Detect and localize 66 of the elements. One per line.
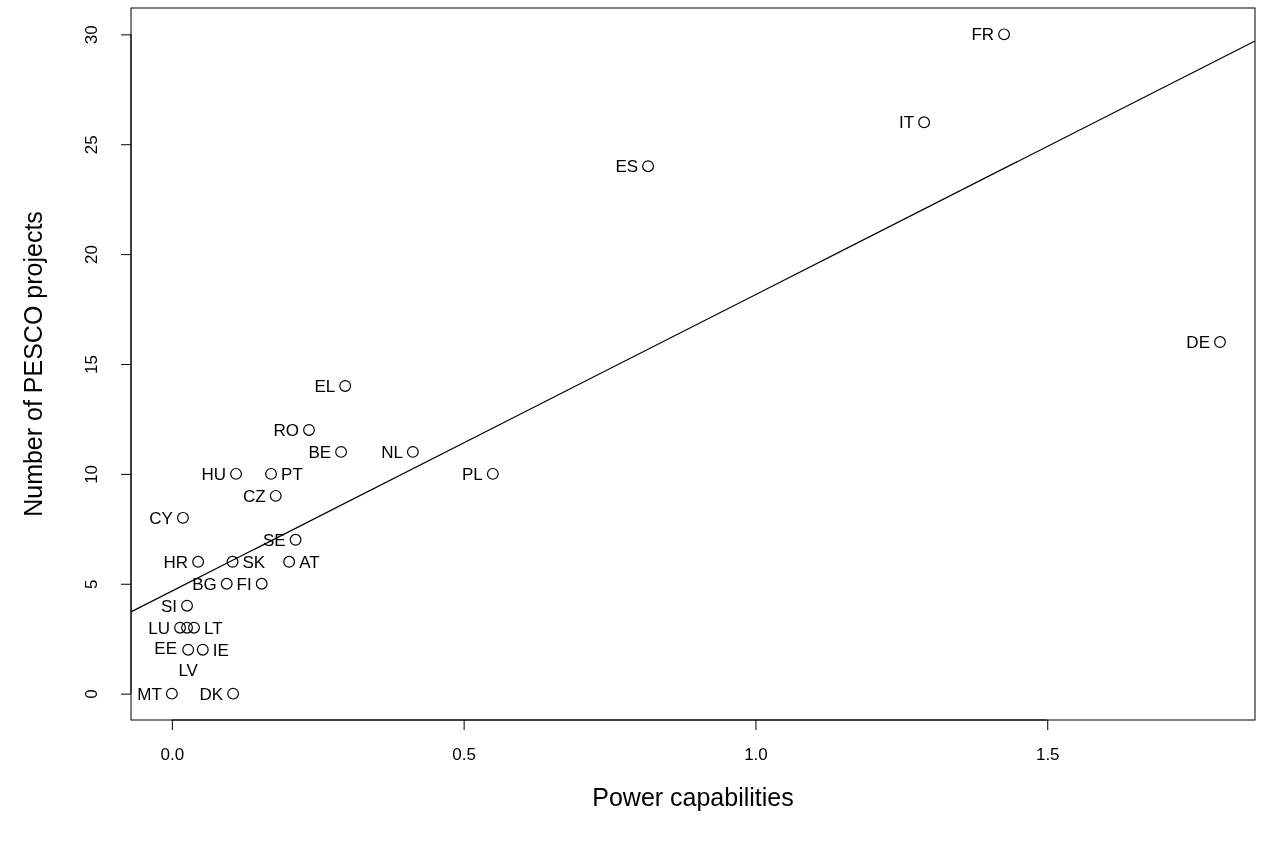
annotation: BE bbox=[308, 442, 332, 462]
y-axis-title: Number of PESCO projects bbox=[19, 211, 47, 517]
annotation: AT bbox=[299, 552, 320, 572]
annotation: EE bbox=[154, 638, 178, 658]
point bbox=[181, 621, 193, 634]
annotation: SK bbox=[242, 552, 266, 572]
point bbox=[406, 445, 419, 458]
y-tick-label: 0 bbox=[81, 689, 101, 699]
annotation: PL bbox=[462, 464, 483, 484]
annotation: FI bbox=[236, 574, 252, 594]
annotation: HU bbox=[201, 464, 227, 484]
point bbox=[182, 643, 195, 656]
point bbox=[335, 445, 348, 458]
point bbox=[230, 467, 242, 480]
y-tick-label: 15 bbox=[81, 355, 101, 374]
point bbox=[192, 555, 205, 568]
point bbox=[255, 577, 268, 590]
annotation: EL bbox=[314, 376, 336, 396]
point bbox=[303, 423, 315, 436]
annotation: LU bbox=[148, 618, 171, 638]
annotation: RO bbox=[273, 420, 299, 440]
point bbox=[642, 160, 655, 173]
point bbox=[998, 28, 1011, 41]
point bbox=[174, 621, 186, 634]
point bbox=[918, 116, 931, 129]
annotation: DE bbox=[1186, 332, 1210, 352]
point bbox=[265, 467, 278, 480]
point bbox=[181, 599, 193, 612]
point bbox=[227, 687, 240, 700]
annotation: NL bbox=[381, 442, 403, 462]
point bbox=[1214, 336, 1226, 348]
x-tick-label: 0.0 bbox=[160, 745, 185, 765]
annotation: SI bbox=[160, 596, 178, 616]
y-tick-label: 25 bbox=[81, 135, 101, 155]
x-tick-label: 1.5 bbox=[1035, 745, 1060, 765]
point bbox=[165, 687, 178, 700]
point bbox=[188, 621, 200, 634]
point bbox=[226, 555, 239, 568]
point bbox=[269, 489, 282, 502]
point bbox=[289, 533, 302, 546]
annotation: IT bbox=[898, 113, 915, 133]
point bbox=[220, 577, 233, 590]
annotation: LV bbox=[178, 660, 199, 680]
annotation: IE bbox=[212, 640, 229, 660]
annotation: HR bbox=[163, 552, 189, 572]
point bbox=[339, 380, 352, 392]
point bbox=[486, 467, 499, 480]
annotation: BG bbox=[192, 574, 217, 594]
point bbox=[196, 643, 209, 656]
annotation: ES bbox=[615, 157, 639, 177]
y-tick-label: 30 bbox=[81, 25, 101, 45]
point bbox=[283, 555, 296, 568]
annotation: CZ bbox=[243, 486, 266, 506]
annotation: MT bbox=[137, 684, 162, 704]
y-tick-label: 10 bbox=[81, 464, 101, 484]
x-tick-label: 0.5 bbox=[452, 745, 476, 765]
y-tick-label: 20 bbox=[81, 245, 101, 265]
annotation: CY bbox=[149, 508, 173, 528]
x-tick-label: 1.0 bbox=[744, 745, 768, 765]
point bbox=[176, 511, 189, 524]
y-tick-label: 5 bbox=[81, 579, 101, 589]
annotation: PT bbox=[281, 464, 303, 484]
annotation: LT bbox=[204, 618, 223, 638]
annotation: FR bbox=[971, 25, 995, 45]
annotation: DK bbox=[199, 684, 224, 704]
x-axis-title: Power capabilities bbox=[592, 783, 794, 811]
